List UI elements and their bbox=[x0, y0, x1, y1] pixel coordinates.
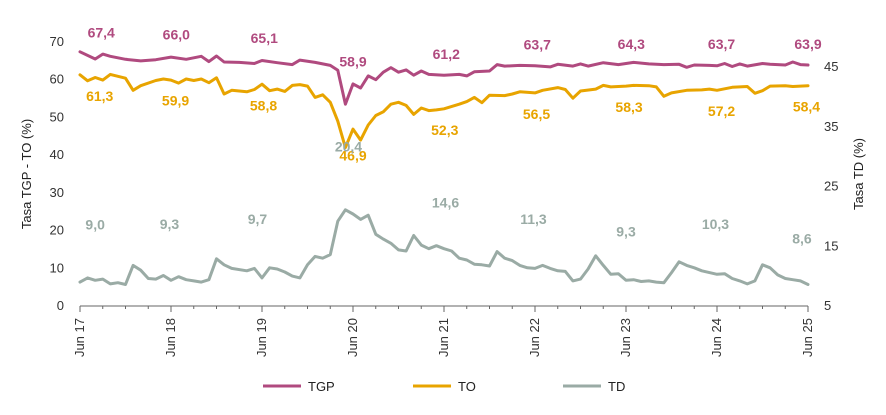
data-label-td: 8,6 bbox=[792, 230, 812, 246]
y-left-tick-label: 40 bbox=[50, 147, 64, 162]
series-line-td bbox=[78, 208, 810, 286]
x-tick-label: Jun 22 bbox=[527, 318, 542, 357]
y-left-tick-label: 10 bbox=[50, 260, 64, 275]
data-label-to: 58,8 bbox=[250, 97, 277, 113]
data-label-to: 58,3 bbox=[615, 99, 642, 115]
data-label-td: 20,4 bbox=[335, 138, 362, 154]
y-left-tick-label: 50 bbox=[50, 109, 64, 124]
legend-label-to: TO bbox=[458, 379, 476, 394]
y-left-tick-label: 70 bbox=[50, 34, 64, 49]
data-label-tgp: 58,9 bbox=[339, 54, 366, 70]
x-tick-label: Jun 24 bbox=[709, 318, 724, 357]
y-left-tick-label: 60 bbox=[50, 72, 64, 87]
x-tick-label: Jun 23 bbox=[618, 318, 633, 357]
data-label-tgp: 64,3 bbox=[618, 36, 645, 52]
x-tick-label: Jun 25 bbox=[800, 318, 815, 357]
data-label-tgp: 67,4 bbox=[88, 24, 115, 40]
y-right-tick-label: 25 bbox=[824, 179, 838, 194]
x-tick-label: Jun 21 bbox=[436, 318, 451, 357]
y-right-tick-label: 45 bbox=[824, 59, 838, 74]
data-label-tgp: 61,2 bbox=[433, 46, 460, 62]
data-label-tgp: 66,0 bbox=[163, 27, 190, 43]
x-tick-label: Jun 17 bbox=[72, 318, 87, 357]
data-label-tgp: 63,7 bbox=[524, 37, 551, 53]
data-label-to: 58,4 bbox=[793, 98, 820, 114]
data-label-tgp: 63,7 bbox=[708, 36, 735, 52]
data-label-tgp: 63,9 bbox=[794, 36, 821, 52]
data-label-to: 59,9 bbox=[162, 92, 189, 108]
data-label-td: 9,3 bbox=[616, 224, 636, 240]
legend-label-td: TD bbox=[608, 379, 625, 394]
y-left-axis-title: Tasa TGP - TO (%) bbox=[19, 119, 34, 229]
y-left-tick-label: 30 bbox=[50, 185, 64, 200]
x-tick-label: Jun 20 bbox=[345, 318, 360, 357]
x-tick-label: Jun 18 bbox=[163, 318, 178, 357]
series-line-tgp bbox=[78, 50, 810, 106]
data-label-td: 9,7 bbox=[248, 211, 268, 227]
y-right-axis-title: Tasa TD (%) bbox=[851, 138, 866, 210]
x-tick-label: Jun 19 bbox=[254, 318, 269, 357]
series-lines bbox=[78, 50, 810, 286]
y-right-tick-label: 35 bbox=[824, 119, 838, 134]
series-line-to bbox=[78, 72, 810, 150]
y-left-tick-label: 0 bbox=[57, 298, 64, 313]
data-label-td: 9,0 bbox=[85, 217, 105, 233]
data-labels: 67,4 66,0 65,1 58,9 61,2 63,7 64,3 63,7 63,9 61,3… bbox=[85, 24, 821, 246]
y-right-tick-label: 5 bbox=[824, 298, 831, 313]
legend-label-tgp: TGP bbox=[308, 379, 335, 394]
data-label-to: 61,3 bbox=[86, 88, 113, 104]
data-label-to: 46,9 bbox=[339, 147, 366, 163]
axes-layer: 0 10 20 30 40 50 60 70 5 15 25 35 45 Jun 17 Jun 18 Jun … bbox=[50, 34, 839, 357]
data-label-tgp: 65,1 bbox=[251, 30, 278, 46]
data-label-to: 57,2 bbox=[708, 103, 735, 119]
y-left-tick-label: 20 bbox=[50, 223, 64, 238]
y-right-tick-label: 15 bbox=[824, 238, 838, 253]
data-label-to: 56,5 bbox=[523, 106, 550, 122]
data-label-td: 10,3 bbox=[702, 216, 729, 232]
data-label-td: 9,3 bbox=[160, 216, 180, 232]
data-label-td: 11,3 bbox=[520, 211, 547, 227]
data-label-td: 14,6 bbox=[432, 194, 459, 210]
legend: TGP TO TD bbox=[263, 379, 625, 394]
data-label-to: 52,3 bbox=[431, 122, 458, 138]
